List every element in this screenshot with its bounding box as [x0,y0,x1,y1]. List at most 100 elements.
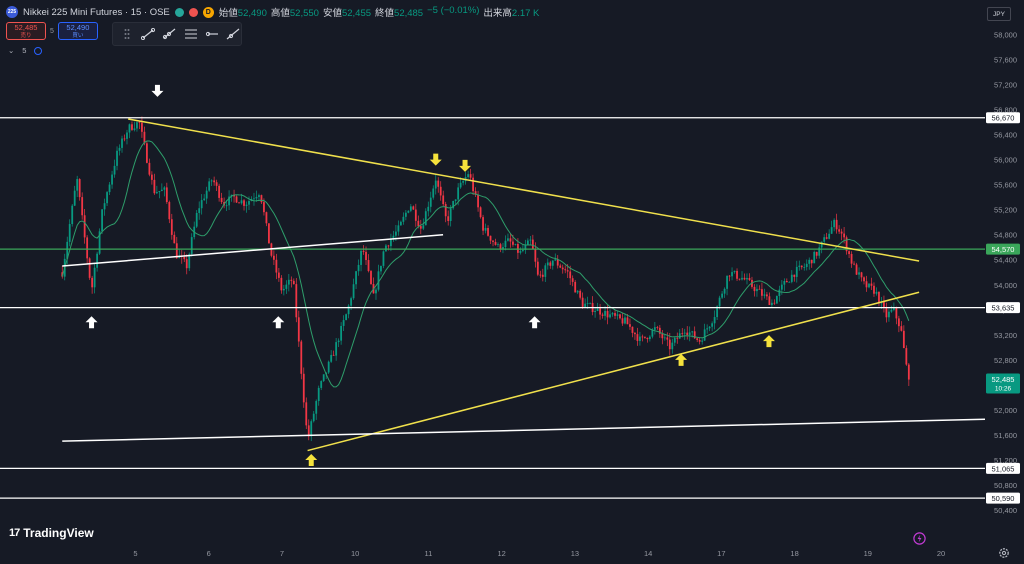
level-tag [986,462,1020,474]
candle-body [375,289,377,294]
trend-line-icon[interactable] [140,27,155,41]
candle-body [601,314,604,316]
x-tick-label: 17 [717,549,725,558]
candle-body [691,331,694,333]
currency-selector[interactable]: JPY [987,7,1011,21]
level-tag [986,492,1020,504]
symbol-header: 225 Nikkei 225 Mini Futures · 15 · OSE D… [6,5,539,19]
candle-body [409,206,412,211]
candle-body [892,307,895,310]
drag-handle-icon[interactable] [119,27,134,41]
parallel-channel-icon[interactable] [183,27,198,41]
candle-body [524,244,527,250]
candle-body [708,326,711,329]
candle-body [315,401,318,414]
level-tag-label: 56,670 [992,114,1015,123]
candle-body [768,296,771,306]
candle-body [484,227,487,231]
candle-body [890,309,893,312]
candle-body [775,296,778,304]
candle-body [671,342,674,350]
candle-body [432,188,435,198]
symbol-title[interactable]: Nikkei 225 Mini Futures · 15 · OSE [23,6,170,18]
candle-body [499,244,502,250]
candle-body [66,241,69,259]
candle-body [424,211,427,226]
candle-body [280,277,283,291]
candle-body [380,265,382,272]
collapse-chevron-icon[interactable]: ⌄ [8,46,15,55]
candle-body [561,267,564,270]
candle-body [823,237,826,242]
extended-line-icon[interactable] [226,27,241,41]
settings-gear-icon[interactable] [998,547,1010,559]
candle-body [798,265,801,267]
candle-body [245,204,248,206]
spread-value: 5 [50,27,54,35]
logo-mark-icon: 17 [9,527,20,539]
volume-label: 出来高 [483,8,512,19]
candle-body [843,233,845,238]
ray-icon[interactable] [162,27,177,41]
candle-body [240,200,243,204]
candle-body [711,323,714,327]
buy-button[interactable]: 52,490 買い [57,22,98,40]
candle-body [83,215,86,238]
candle-body [658,327,661,334]
candle-body [350,298,352,306]
candle-body [529,239,532,241]
candle-body [106,192,108,204]
sell-price: 52,485 [14,23,38,32]
candle-body [746,277,748,280]
candle-body [621,318,624,324]
candle-body [604,310,606,316]
y-tick-label: 53,200 [994,331,1017,340]
candle-body [736,270,738,279]
candle-body [644,336,646,338]
candle-body [502,247,504,250]
candle-body [210,180,213,182]
arrow-down-icon [429,153,442,166]
symbol-badge-icon[interactable]: 225 [6,6,18,18]
candle-body [71,205,74,225]
candle-body [599,308,601,315]
candle-body [150,174,153,180]
candle-body [795,266,798,277]
flash-icon[interactable] [913,532,926,545]
sell-button[interactable]: 52,485 売り [6,22,46,40]
candle-body [713,317,716,324]
level-tag-label: 54,570 [992,245,1015,254]
candle-body [634,332,636,335]
candle-body [766,294,768,297]
candle-body [666,337,669,340]
candle-body [534,249,537,262]
delay-badge[interactable]: D [202,6,214,18]
candle-body [723,288,726,294]
candle-body [385,245,387,252]
horizontal-ray-icon[interactable] [204,27,219,41]
indicator-legend: ⌄ 5 [8,46,43,55]
candle-body [616,314,619,316]
candle-body [828,233,831,239]
candle-body [213,180,216,183]
candle-body [434,180,437,189]
tradingview-logo[interactable]: 17 TradingView [9,526,94,540]
candle-body [830,227,833,234]
candle-body [521,249,524,252]
candle-body [584,303,587,307]
candle-body [427,206,430,212]
x-tick-label: 7 [280,549,284,558]
low-value: 52,455 [341,8,372,19]
y-tick-label: 54,000 [994,281,1017,290]
candle-body [347,305,350,315]
ma-length-value[interactable]: 5 [22,46,27,55]
candle-body [636,334,639,341]
candle-body [68,224,71,242]
candle-body [131,124,133,130]
candle-body [770,302,773,306]
candle-body [263,202,265,213]
candle-body [190,237,193,255]
candle-body [404,212,407,217]
